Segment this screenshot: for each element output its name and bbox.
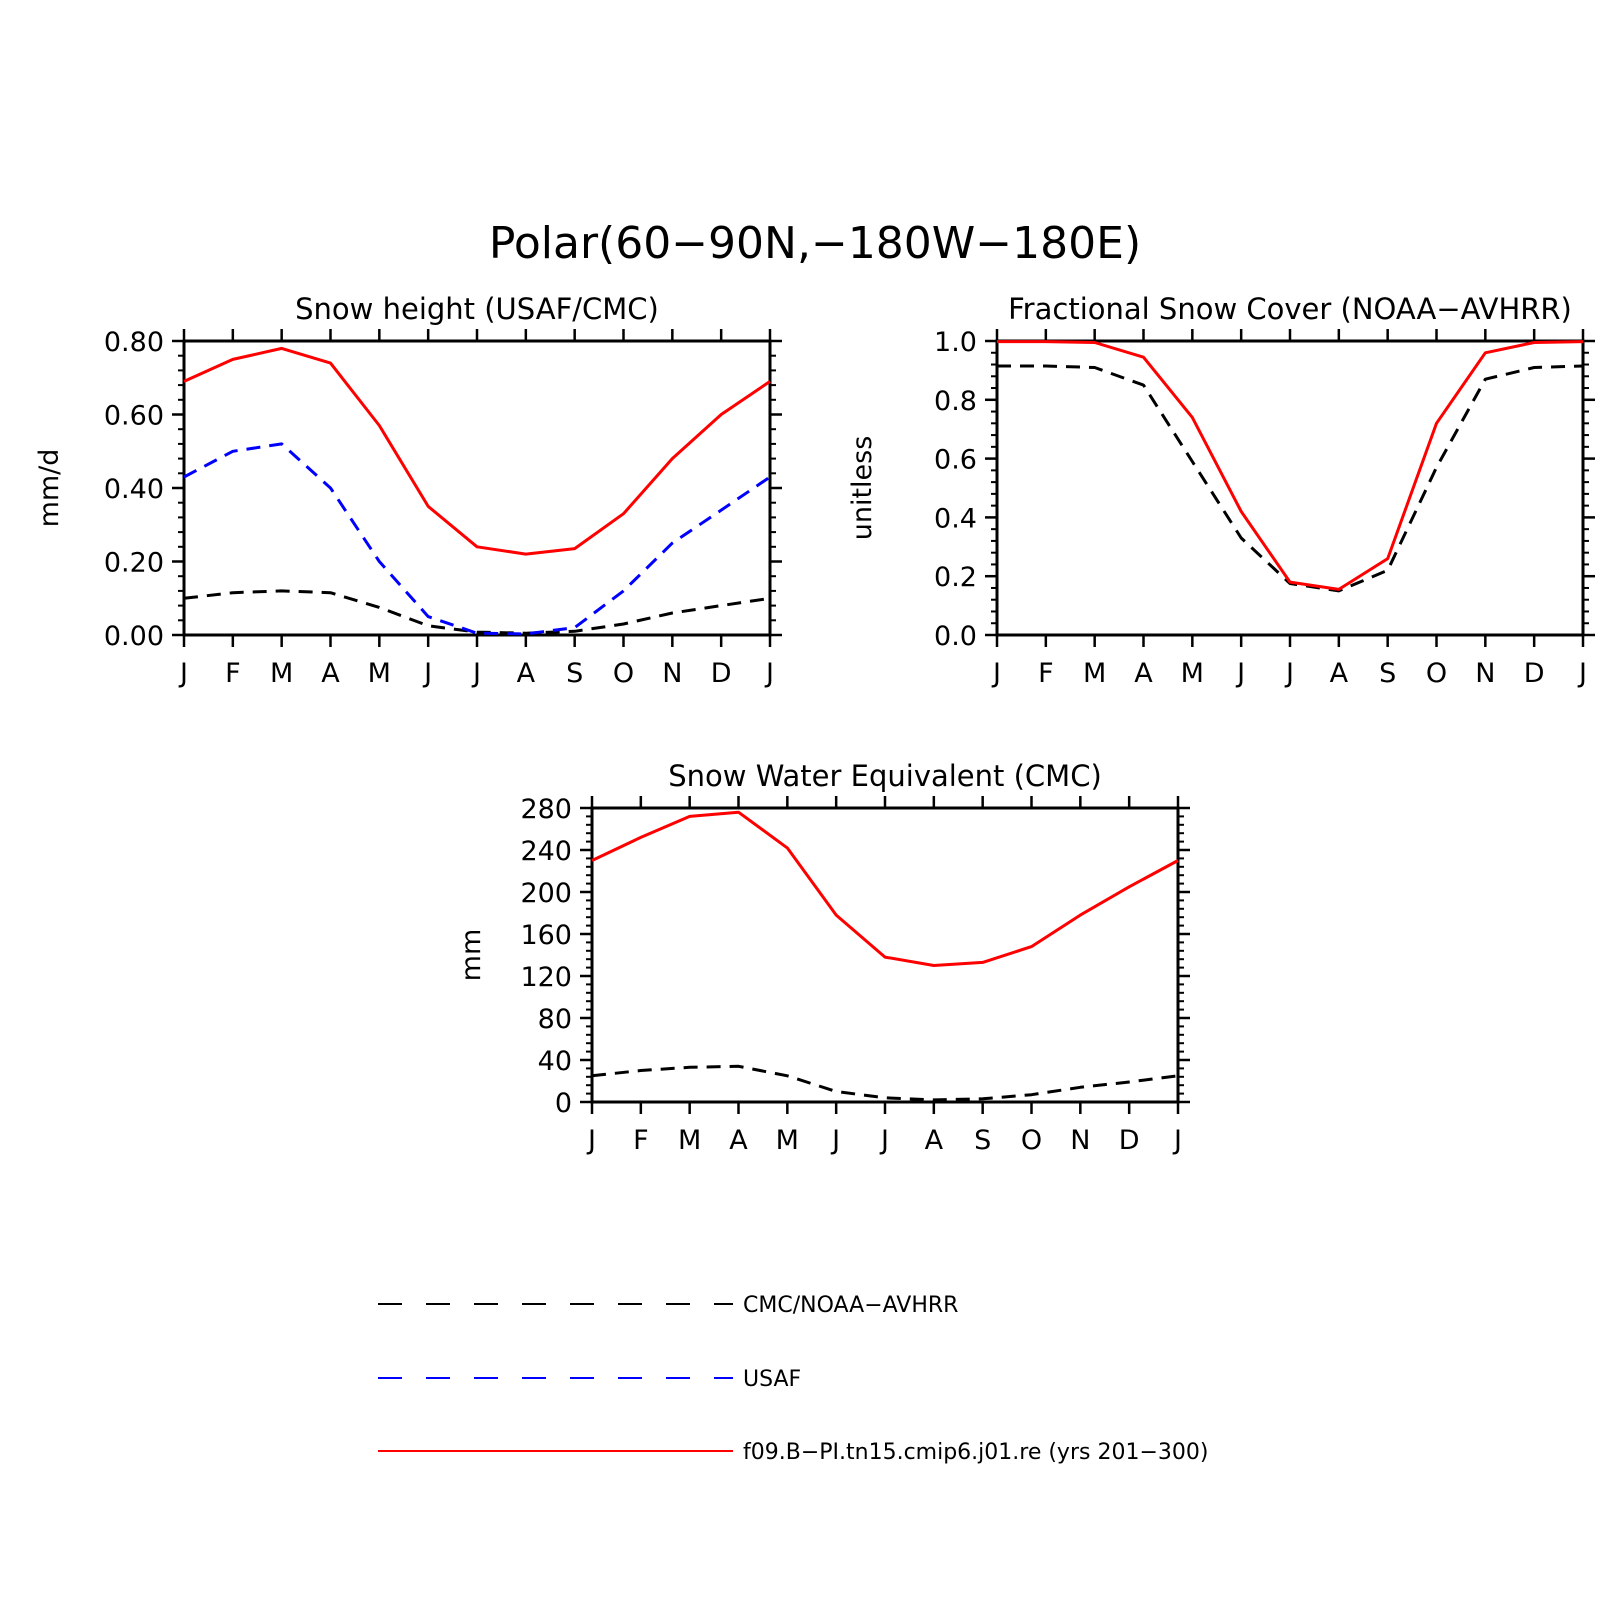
x-tick-label: F <box>633 1125 649 1156</box>
x-tick-label: J <box>1577 658 1587 689</box>
y-tick-label: 0.2 <box>934 562 977 593</box>
x-tick-label: M <box>776 1125 799 1156</box>
x-tick-label: S <box>1379 658 1396 689</box>
y-tick-label: 0.0 <box>934 621 977 652</box>
y-tick-label: 0.40 <box>104 474 164 505</box>
x-tick-label: J <box>422 658 432 689</box>
chart-panel-2: J F M A M J J A S O N D J0.00.20.40.60.81.0unitlessF… <box>847 292 1595 689</box>
series-line <box>591 1064 1179 1102</box>
x-tick-label: J <box>586 1125 596 1156</box>
x-tick-label: F <box>225 658 241 689</box>
x-tick-label: J <box>764 658 774 689</box>
y-tick-label: 160 <box>520 920 572 951</box>
x-tick-label: J <box>991 658 1001 689</box>
x-tick-label: A <box>517 658 536 689</box>
series-line <box>591 810 1179 967</box>
x-tick-label: A <box>729 1125 748 1156</box>
panel-title: Fractional Snow Cover (NOAA−AVHRR) <box>1008 292 1572 326</box>
x-tick-label: M <box>1181 658 1204 689</box>
y-tick-label: 80 <box>538 1004 572 1035</box>
legend-label: f09.B−PI.tn15.cmip6.j01.re (yrs 201−300) <box>743 1440 1208 1465</box>
x-tick-label: N <box>662 658 682 689</box>
legend-label: USAF <box>743 1367 801 1392</box>
x-tick-label: O <box>613 658 634 689</box>
x-tick-label: M <box>368 658 391 689</box>
y-axis-label: mm/d <box>34 449 65 528</box>
y-tick-label: 280 <box>520 794 572 825</box>
x-tick-label: N <box>1070 1125 1090 1156</box>
x-tick-label: O <box>1021 1125 1042 1156</box>
y-tick-label: 240 <box>520 836 572 867</box>
figure-title: Polar(60−90N,−180W−180E) <box>489 218 1141 269</box>
y-tick-label: 0.00 <box>104 621 164 652</box>
x-tick-label: S <box>566 658 583 689</box>
y-tick-label: 0.80 <box>104 327 164 358</box>
x-tick-label: J <box>1172 1125 1182 1156</box>
y-tick-label: 0.8 <box>934 386 977 417</box>
y-tick-label: 0.4 <box>934 503 977 534</box>
y-tick-label: 0.60 <box>104 401 164 432</box>
x-tick-label: J <box>830 1125 840 1156</box>
y-tick-label: 1.0 <box>934 327 977 358</box>
x-tick-label: M <box>270 658 293 689</box>
x-tick-label: A <box>321 658 340 689</box>
series-line <box>997 340 1584 591</box>
x-tick-label: D <box>1119 1125 1140 1156</box>
y-tick-label: 0 <box>555 1088 572 1119</box>
x-tick-label: A <box>925 1125 944 1156</box>
y-axis-label: unitless <box>847 436 878 541</box>
series-line <box>183 442 771 636</box>
x-tick-label: J <box>471 658 481 689</box>
x-tick-label: J <box>1284 658 1294 689</box>
y-tick-label: 200 <box>520 878 572 909</box>
x-tick-label: N <box>1475 658 1495 689</box>
y-tick-label: 0.6 <box>934 445 977 476</box>
panel-title: Snow Water Equivalent (CMC) <box>668 759 1102 793</box>
x-tick-label: O <box>1426 658 1447 689</box>
legend: CMC/NOAA−AVHRR USAF f09.B−PI.tn15.cmip6.j0… <box>378 1293 1208 1465</box>
series-line <box>183 346 771 556</box>
x-tick-label: J <box>879 1125 889 1156</box>
legend-label: CMC/NOAA−AVHRR <box>743 1293 958 1318</box>
plot-frame <box>182 339 772 637</box>
series-line <box>183 589 771 635</box>
x-tick-label: M <box>1083 658 1106 689</box>
x-tick-label: J <box>178 658 188 689</box>
chart-panel-3: J F M A M J J A S O N D J04080120160200240280mmSnow … <box>456 759 1190 1156</box>
x-tick-label: J <box>1235 658 1245 689</box>
y-tick-label: 120 <box>520 962 572 993</box>
x-tick-label: A <box>1134 658 1153 689</box>
x-tick-label: M <box>678 1125 701 1156</box>
y-tick-label: 0.20 <box>104 548 164 579</box>
chart-panel-1: J F M A M J J A S O N D J0.000.200.400.600.80mm/dSno… <box>34 292 782 689</box>
x-tick-label: S <box>974 1125 991 1156</box>
x-tick-label: F <box>1038 658 1054 689</box>
x-tick-label: D <box>711 658 732 689</box>
plot-frame <box>995 339 1585 637</box>
y-axis-label: mm <box>456 929 487 982</box>
y-tick-label: 40 <box>538 1046 572 1077</box>
panel-title: Snow height (USAF/CMC) <box>295 292 659 326</box>
series-line <box>997 364 1584 593</box>
x-tick-label: D <box>1524 658 1545 689</box>
plot-frame <box>590 806 1180 1104</box>
x-tick-label: A <box>1330 658 1349 689</box>
